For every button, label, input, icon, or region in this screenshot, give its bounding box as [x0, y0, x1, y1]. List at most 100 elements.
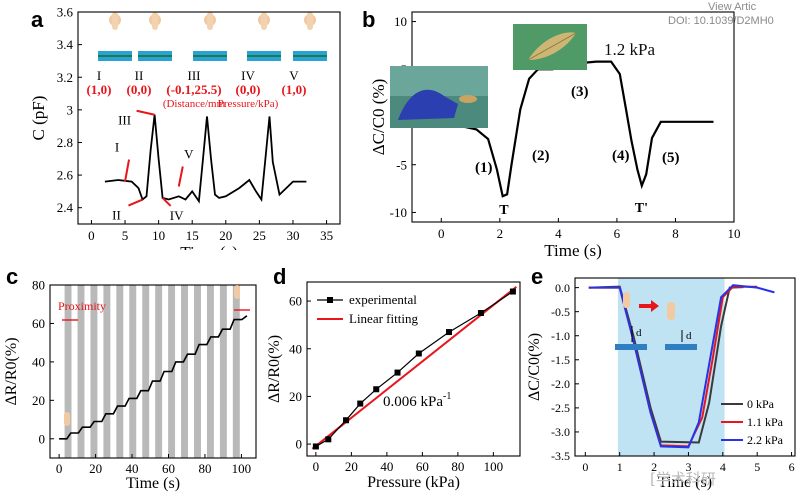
proximity-stripe [232, 285, 240, 458]
y-axis-label: ΔR/R0(%) [3, 337, 20, 405]
proximity-stripe [219, 285, 227, 458]
experimental-point [325, 436, 332, 443]
state-coordinates: (-0.1,25.5) [166, 82, 221, 97]
state-roman-label: V [289, 68, 299, 83]
y-tick-label: 2.6 [57, 168, 74, 183]
y-tick-label: -2.0 [551, 377, 570, 391]
sensitivity-label: 0.006 kPa-1 [383, 391, 451, 410]
proximity-stripe [129, 285, 137, 458]
sensor-layer [98, 55, 132, 57]
y-tick-label: 40 [289, 341, 302, 356]
annotation-label: II [112, 208, 121, 223]
x-tick-label: 60 [162, 461, 175, 476]
view-article-link[interactable]: View Artic [708, 1, 757, 13]
state-coordinates: (1,0) [282, 82, 307, 97]
sensor-layer [665, 344, 697, 350]
sensor-layer [293, 51, 327, 55]
pressure-note: 1.2 kPa [604, 40, 655, 59]
experimental-point [312, 443, 319, 450]
proximity-stripe [155, 285, 163, 458]
state-coordinates: (1,0) [87, 82, 112, 97]
finger-icon [112, 12, 118, 30]
sensor-layer [98, 57, 132, 61]
annotation-label: V [184, 146, 194, 161]
x-tick-label: 0 [438, 226, 445, 241]
x-tick-label: 100 [232, 461, 252, 476]
proximity-stripe [142, 285, 150, 458]
y-tick-label: -3.0 [551, 425, 570, 439]
x-tick-label: 30 [286, 228, 299, 243]
sensor-layer [193, 51, 227, 55]
y-tick-label: 0 [39, 431, 46, 446]
sensor-layer [293, 57, 327, 61]
sensor-layer [247, 57, 281, 61]
x-tick-label: 6 [789, 460, 795, 474]
experimental-point [394, 369, 401, 376]
phase-label: (2) [532, 148, 550, 164]
state-coordinates: (0,0) [236, 82, 261, 97]
y-tick-label: 60 [32, 316, 45, 331]
x-tick-label: 2 [497, 226, 504, 241]
experimental-point [343, 417, 350, 424]
phase-label: (5) [662, 150, 680, 166]
x-tick-label: 15 [186, 228, 199, 243]
x-tick-label: 10 [152, 228, 165, 243]
x-tick-label: 8 [672, 226, 679, 241]
x-tick-label: 4 [720, 460, 726, 474]
x-axis-label: Time (s) [658, 474, 712, 491]
phase-label: (4) [612, 148, 630, 164]
panel-d-letter: d [273, 264, 286, 289]
finger-icon [623, 292, 630, 308]
marker-label: T [499, 203, 509, 218]
y-tick-label: -0.5 [551, 305, 570, 319]
finger-icon [234, 285, 240, 299]
sensor-layer [247, 51, 281, 55]
y-tick-label: -5 [396, 157, 407, 172]
distance-label: d [686, 330, 692, 342]
x-tick-label: 2 [651, 460, 657, 474]
sensor-layer [615, 344, 647, 350]
finger-icon [152, 12, 158, 30]
y-axis-label: ΔR/R0(%) [266, 335, 283, 403]
x-axis-label: Time (s) [544, 241, 601, 260]
legend-label: 2.2 kPa [747, 433, 784, 447]
proximity-stripe [103, 285, 111, 458]
y-tick-label: 2.4 [57, 200, 74, 215]
sensor-layer [193, 55, 227, 57]
y-tick-label: -10 [390, 205, 407, 220]
y-tick-label: -1.0 [551, 329, 570, 343]
plot-frame [77, 11, 341, 225]
finger-icon [207, 12, 213, 30]
x-tick-label: 0 [313, 459, 320, 474]
x-tick-label: 20 [219, 228, 232, 243]
panel-b-letter: b [362, 7, 375, 32]
doi-header[interactable]: View Artic DOI: 10.1039/D2MH0 [668, 0, 774, 28]
proximity-stripe [64, 285, 72, 458]
series-line-2 [588, 284, 775, 449]
x-tick-label: 20 [345, 459, 358, 474]
legend-label-experimental: experimental [349, 292, 417, 307]
sensor-layer [193, 57, 227, 61]
finger-icon [261, 12, 267, 30]
x-tick-label: 5 [122, 228, 129, 243]
marker-label: T' [635, 201, 648, 216]
finger-icon [64, 412, 70, 426]
sensor-layer [98, 51, 132, 55]
state-roman-label: III [188, 68, 201, 83]
state-roman-label: II [135, 68, 144, 83]
panel-e-chart: e 0 1 2 3 4 5 6 0.0 -0.5 -1.0 -1.5 -2.0 -2.5 -3.0 -3.5… [526, 264, 796, 491]
y-tick-label: 2.8 [57, 135, 73, 150]
panel-a-letter: a [31, 7, 44, 32]
x-tick-label: 40 [126, 461, 139, 476]
x-tick-label: 4 [555, 226, 562, 241]
state-note: (Distance/mm [163, 98, 226, 110]
x-tick-label: 0 [582, 460, 588, 474]
finger-icon [667, 302, 675, 320]
x-tick-label: 80 [451, 459, 464, 474]
state-note: Pressure/kPa) [218, 98, 279, 110]
watermark: [学术科研 [650, 470, 716, 488]
photo-inset-hand [390, 66, 488, 128]
legend-label-fitting: Linear fitting [349, 311, 418, 326]
experimental-point [477, 309, 484, 316]
